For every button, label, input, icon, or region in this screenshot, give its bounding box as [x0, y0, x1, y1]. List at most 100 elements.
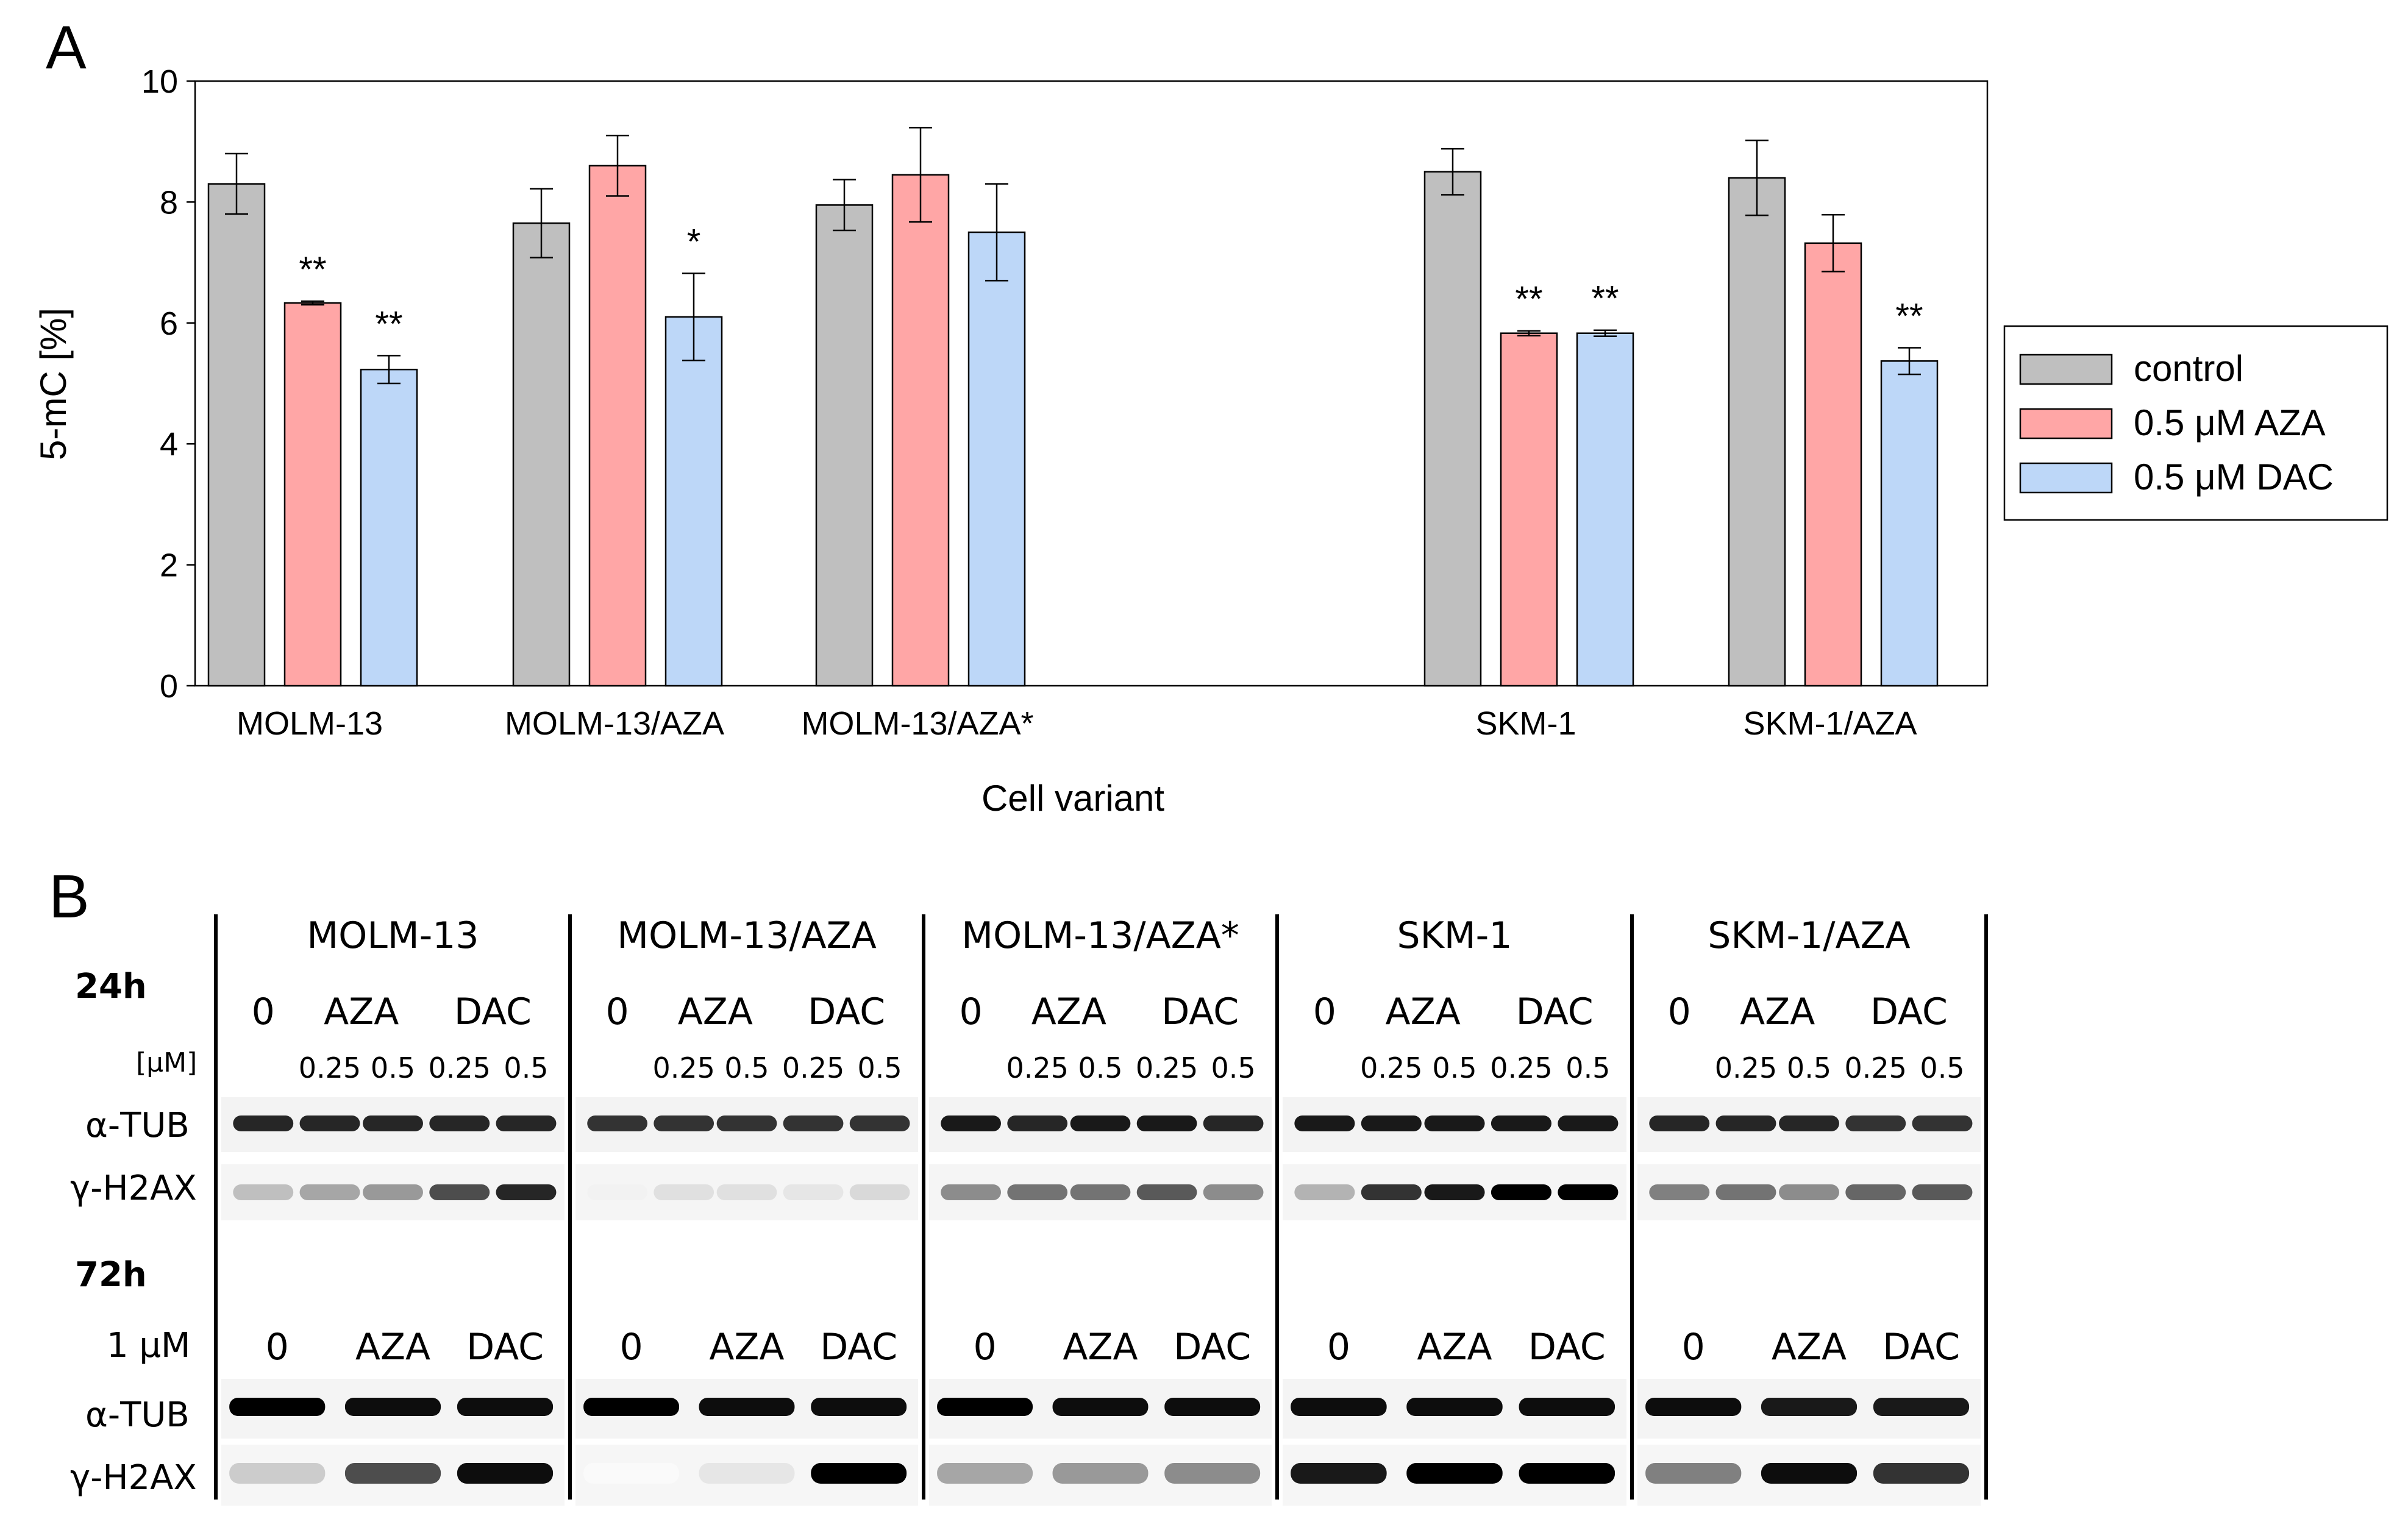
band-tubulin-72h	[344, 1398, 441, 1416]
dose-label: 0.5	[504, 1051, 548, 1084]
band-h2ax-72h	[1052, 1463, 1149, 1484]
band-h2ax-72h	[699, 1463, 795, 1484]
band-h2ax-72h	[583, 1463, 680, 1484]
dose-label: 0.25	[782, 1051, 844, 1084]
band-tubulin-24h	[1491, 1115, 1551, 1131]
x-tick-label: SKM-1	[1475, 705, 1576, 742]
band-h2ax-24h	[1203, 1184, 1264, 1200]
y-axis-label: 5-mC [%]	[33, 308, 74, 460]
bar	[1804, 242, 1862, 687]
bar	[1576, 332, 1634, 687]
band-tubulin-72h	[937, 1398, 1033, 1416]
bar	[891, 174, 950, 687]
band-tubulin-24h	[1845, 1115, 1906, 1131]
band-tubulin-24h	[496, 1115, 557, 1131]
panel-a-letter: A	[46, 13, 87, 82]
treatment-label: DAC	[1161, 991, 1239, 1033]
band-h2ax-24h	[941, 1184, 1001, 1200]
band-h2ax-24h	[1361, 1184, 1422, 1200]
band-h2ax-24h	[1424, 1184, 1485, 1200]
band-tubulin-72h	[1406, 1398, 1503, 1416]
treatment-label: 0	[252, 991, 275, 1033]
band-tubulin-24h	[1007, 1115, 1068, 1131]
band-tubulin-72h	[1761, 1398, 1858, 1416]
treatment-label: 0	[1682, 1326, 1705, 1368]
x-tick-label: MOLM-13	[237, 705, 383, 742]
band-tubulin-24h	[1070, 1115, 1131, 1131]
bar	[360, 368, 418, 687]
treatment-label: DAC	[820, 1326, 897, 1368]
western-blot: MOLM-13 MOLM-13/AZA MOLM-13/AZA* SKM-1 SKM-1…	[70, 914, 1988, 1506]
dose-label: 0.25	[1490, 1051, 1552, 1084]
band-tubulin-72h	[1645, 1398, 1742, 1416]
band-h2ax-72h	[457, 1463, 554, 1484]
bar	[664, 316, 723, 687]
band-tubulin-24h	[1424, 1115, 1485, 1131]
dose-label: 0.5	[858, 1051, 902, 1084]
treatment-label: 0	[1313, 991, 1336, 1033]
x-tick-label: MOLM-13/AZA*	[801, 705, 1033, 742]
band-tubulin-24h	[1649, 1115, 1710, 1131]
band-tubulin-24h	[849, 1115, 910, 1131]
bar	[283, 302, 342, 687]
legend-swatch	[2019, 354, 2113, 385]
significance-label: **	[1895, 296, 1923, 336]
treatment-label: DAC	[1870, 991, 1948, 1033]
y-tick-label: 8	[160, 184, 178, 221]
band-h2ax-24h	[429, 1184, 490, 1200]
band-h2ax-24h	[233, 1184, 294, 1200]
legend-swatch	[2019, 462, 2113, 494]
legend-items: control 0.5 μM AZA 0.5 μM DAC	[2019, 348, 2334, 497]
band-h2ax-24h	[1558, 1184, 1619, 1200]
treatment-label: 0	[266, 1326, 289, 1368]
band-h2ax-72h	[1406, 1463, 1503, 1484]
treatment-label: DAC	[466, 1326, 544, 1368]
band-tubulin-24h	[941, 1115, 1001, 1131]
band-label-h2ax-24h: γ-H2AX	[70, 1169, 197, 1208]
band-tubulin-72h	[1164, 1398, 1261, 1416]
bar	[1500, 332, 1558, 687]
band-tubulin-72h	[457, 1398, 554, 1416]
band-h2ax-24h	[1912, 1184, 1973, 1200]
band-tubulin-72h	[583, 1398, 680, 1416]
treatment-label: AZA	[1772, 1326, 1847, 1368]
blot-content: 0 AZA DAC 0.25 0.5 0.25 0.5 0 AZA DAC 0 AZA DAC 0.25 0…	[221, 991, 1981, 1506]
significance-label: **	[375, 304, 402, 344]
bar	[512, 222, 571, 687]
dose-label: 0.5	[1078, 1051, 1122, 1084]
band-tubulin-24h	[299, 1115, 360, 1131]
band-tubulin-24h	[716, 1115, 777, 1131]
bar	[967, 231, 1026, 687]
band-tubulin-24h	[1779, 1115, 1839, 1131]
band-tubulin-24h	[233, 1115, 294, 1131]
band-h2ax-24h	[299, 1184, 360, 1200]
blot-group-title: MOLM-13/AZA	[617, 914, 877, 957]
band-h2ax-72h	[1645, 1463, 1742, 1484]
band-tubulin-72h	[1291, 1398, 1387, 1416]
bar	[1880, 360, 1939, 687]
panel-b-letter: B	[49, 863, 90, 931]
bar	[207, 183, 266, 687]
band-label-h2ax-72h: γ-H2AX	[70, 1458, 197, 1498]
bar	[588, 165, 647, 687]
dose-label: 0.5	[1787, 1051, 1831, 1084]
band-label-tub-72h: α-TUB	[85, 1395, 190, 1435]
dose-label: 0.25	[1006, 1051, 1068, 1084]
band-h2ax-24h	[1294, 1184, 1355, 1200]
band-tubulin-24h	[1294, 1115, 1355, 1131]
band-h2ax-24h	[1779, 1184, 1839, 1200]
y-tick-label: 10	[141, 63, 178, 100]
band-h2ax-24h	[654, 1184, 714, 1200]
y-tick-label: 6	[160, 305, 178, 342]
treatment-label: AZA	[324, 991, 399, 1033]
band-h2ax-24h	[587, 1184, 647, 1200]
dose-label: 0.25	[1136, 1051, 1198, 1084]
blot-group-title: SKM-1	[1397, 914, 1512, 957]
x-axis-label: Cell variant	[981, 778, 1164, 819]
band-h2ax-72h	[811, 1463, 907, 1484]
band-h2ax-72h	[1873, 1463, 1970, 1484]
legend-label: control	[2134, 348, 2243, 389]
band-h2ax-24h	[363, 1184, 423, 1200]
treatment-label: 0	[1668, 991, 1691, 1033]
